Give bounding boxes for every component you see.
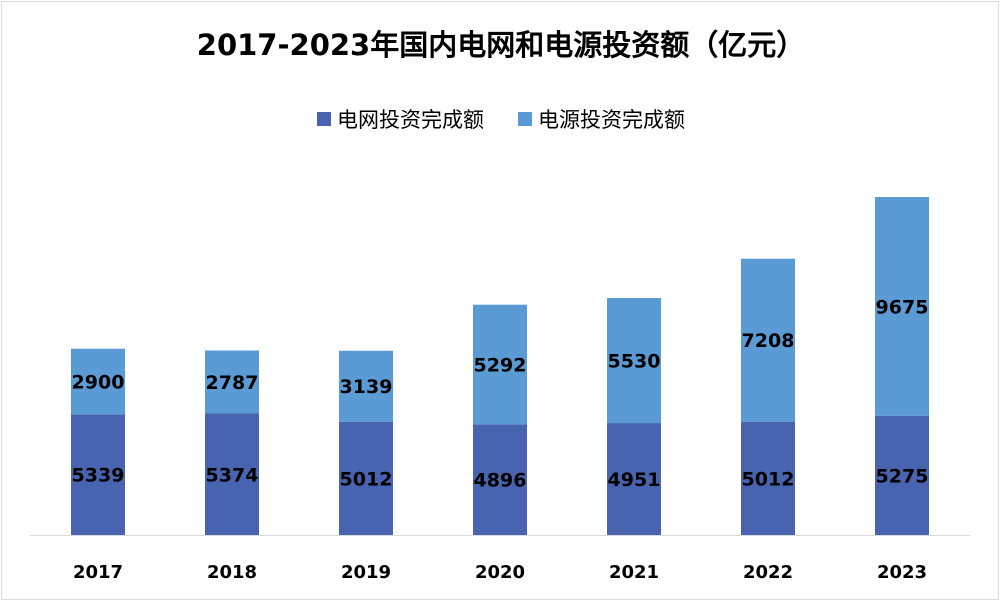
bar-grid-2020 <box>473 424 527 535</box>
bar-power-2023 <box>875 197 929 416</box>
bar-power-2022 <box>741 258 795 422</box>
bar-grid-2019 <box>339 421 393 535</box>
data-label: 4951 <box>608 469 661 491</box>
bar-power-2017 <box>71 348 125 415</box>
chart-title: 2017-2023年国内电网和电源投资额（亿元） <box>196 28 806 62</box>
x-tick-label: 2022 <box>743 562 793 583</box>
legend-label-power: 电源投资完成额 <box>538 108 685 132</box>
x-tick-label: 2017 <box>73 562 123 583</box>
legend-swatch-grid <box>317 112 331 126</box>
x-tick-label: 2018 <box>207 562 257 583</box>
bar-grid-2023 <box>875 415 929 535</box>
legend-label-grid: 电网投资完成额 <box>337 108 484 132</box>
data-label: 2900 <box>72 372 125 394</box>
legend-item-power: 电源投资完成额 <box>518 104 685 134</box>
data-label: 5012 <box>340 468 393 490</box>
data-label: 3139 <box>340 376 393 398</box>
data-label: 5292 <box>474 354 527 376</box>
x-tick-label: 2021 <box>609 562 659 583</box>
legend: 电网投资完成额 电源投资完成额 <box>0 104 1002 134</box>
bar-grid-2017 <box>71 414 125 535</box>
bar-grid-2022 <box>741 421 795 535</box>
data-label: 2787 <box>206 372 259 394</box>
data-label: 5012 <box>742 468 795 490</box>
data-label: 5275 <box>876 465 929 487</box>
bar-power-2019 <box>339 350 393 422</box>
bar-power-2018 <box>205 350 259 414</box>
x-tick-label: 2020 <box>475 562 525 583</box>
legend-swatch-power <box>518 112 532 126</box>
bar-power-2021 <box>607 298 661 424</box>
data-label: 5339 <box>72 465 125 487</box>
data-label: 5374 <box>206 464 259 486</box>
bar-grid-2021 <box>607 423 661 535</box>
data-label: 9675 <box>876 296 929 318</box>
data-label: 7208 <box>742 330 795 352</box>
data-label: 5530 <box>608 351 661 373</box>
bar-grid-2018 <box>205 413 259 535</box>
bar-power-2020 <box>473 304 527 425</box>
legend-item-grid: 电网投资完成额 <box>317 104 484 134</box>
x-tick-label: 2019 <box>341 562 391 583</box>
data-label: 4896 <box>474 470 527 492</box>
x-tick-label: 2023 <box>877 562 927 583</box>
